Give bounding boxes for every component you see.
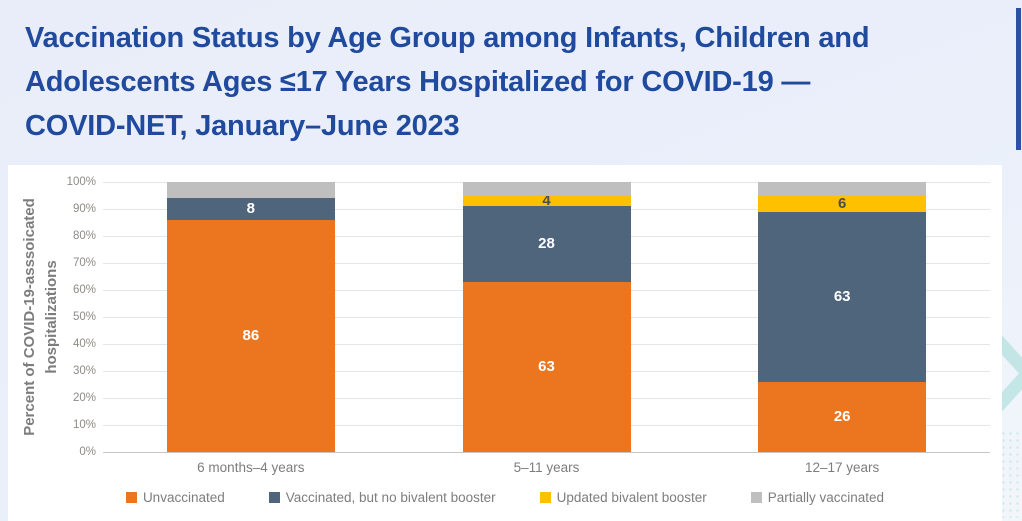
gridline bbox=[103, 452, 990, 453]
legend-label: Partially vaccinated bbox=[767, 490, 885, 505]
legend-label: Updated bivalent booster bbox=[556, 490, 707, 505]
bar-value-label: 63 bbox=[833, 287, 851, 305]
x-category-label: 6 months–4 years bbox=[197, 460, 305, 475]
bar-value-label: 28 bbox=[538, 235, 555, 253]
bar-segment bbox=[462, 206, 631, 282]
dots-decoration bbox=[1000, 430, 1022, 518]
y-tick-label: 50% bbox=[72, 311, 96, 323]
legend-item: Vaccinated, but no bivalent booster bbox=[268, 490, 496, 505]
bar-value-label: 26 bbox=[833, 407, 851, 425]
legend-label: Unvaccinated bbox=[142, 490, 225, 505]
legend-swatch bbox=[268, 492, 280, 503]
bar-value-label: 8 bbox=[246, 200, 255, 217]
bar-segment bbox=[166, 182, 335, 199]
y-tick-label: 0% bbox=[79, 446, 96, 458]
bar-segment bbox=[462, 182, 631, 196]
y-tick-label: 60% bbox=[72, 284, 96, 296]
bar-segment bbox=[758, 182, 927, 196]
legend-item: Updated bivalent booster bbox=[539, 490, 707, 505]
x-category-label: 5–11 years bbox=[513, 460, 580, 475]
legend: Unvaccinated Vaccinated, but no bivalent … bbox=[8, 490, 1002, 505]
legend-item: Partially vaccinated bbox=[750, 490, 885, 505]
bar-segment bbox=[462, 195, 631, 207]
bar-segment bbox=[758, 381, 927, 452]
bar-value-label: 63 bbox=[538, 357, 555, 375]
chart-panel: Percent of COVID-19-asssoicated hospital… bbox=[8, 165, 1002, 521]
bar-segment bbox=[166, 219, 335, 452]
legend-swatch bbox=[125, 492, 137, 503]
legend-item: Unvaccinated bbox=[125, 490, 225, 505]
y-tick-label: 100% bbox=[66, 176, 96, 188]
bar-segment bbox=[758, 195, 927, 212]
y-tick-label: 30% bbox=[72, 365, 96, 377]
x-category-label: 12–17 years bbox=[805, 460, 880, 475]
y-tick-label: 90% bbox=[72, 203, 96, 215]
bar-segment bbox=[758, 211, 927, 382]
bar-value-label: 4 bbox=[542, 191, 551, 209]
accent-stripe bbox=[1016, 8, 1021, 150]
y-tick-label: 80% bbox=[72, 230, 96, 242]
y-tick-label: 70% bbox=[72, 257, 96, 269]
y-tick-label: 40% bbox=[72, 338, 96, 350]
bar-value-label: 6 bbox=[837, 194, 847, 212]
legend-label: Vaccinated, but no bivalent booster bbox=[285, 490, 496, 505]
chart-title: Vaccination Status by Age Group among In… bbox=[25, 22, 870, 142]
bar-segment bbox=[166, 198, 335, 220]
bar-value-label: 86 bbox=[242, 326, 260, 344]
legend-swatch bbox=[750, 492, 762, 503]
y-tick-label: 10% bbox=[72, 419, 96, 431]
legend-swatch bbox=[539, 492, 551, 503]
y-tick-label: 20% bbox=[72, 392, 96, 404]
bar-segment bbox=[462, 281, 631, 452]
